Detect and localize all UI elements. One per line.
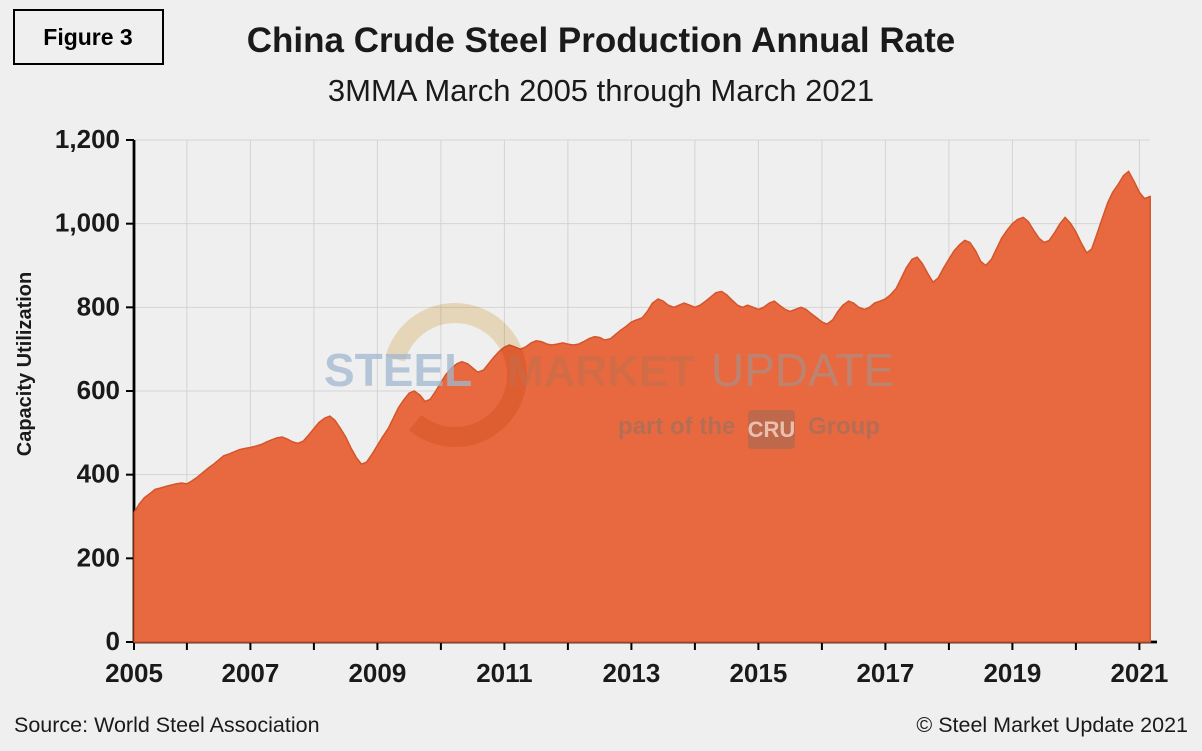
svg-text:2011: 2011: [476, 658, 532, 688]
svg-text:Group: Group: [808, 413, 880, 440]
svg-text:400: 400: [77, 459, 120, 489]
svg-text:2013: 2013: [602, 658, 660, 688]
svg-text:CRU: CRU: [748, 417, 796, 442]
svg-text:2017: 2017: [856, 658, 914, 688]
svg-text:600: 600: [77, 375, 120, 405]
svg-text:UPDATE: UPDATE: [711, 344, 894, 396]
svg-text:1,200: 1,200: [55, 124, 120, 154]
svg-text:2021: 2021: [1110, 658, 1168, 688]
svg-text:MARKET: MARKET: [507, 347, 695, 396]
svg-text:2015: 2015: [729, 658, 787, 688]
svg-text:800: 800: [77, 291, 120, 321]
svg-text:200: 200: [77, 542, 120, 572]
svg-text:2019: 2019: [983, 658, 1041, 688]
svg-text:STEEL: STEEL: [324, 344, 472, 396]
svg-text:part of the: part of the: [618, 413, 735, 440]
svg-text:0: 0: [106, 626, 120, 656]
svg-text:1,000: 1,000: [55, 208, 120, 238]
svg-text:2007: 2007: [221, 658, 279, 688]
svg-text:2005: 2005: [105, 658, 163, 688]
svg-text:2009: 2009: [348, 658, 406, 688]
